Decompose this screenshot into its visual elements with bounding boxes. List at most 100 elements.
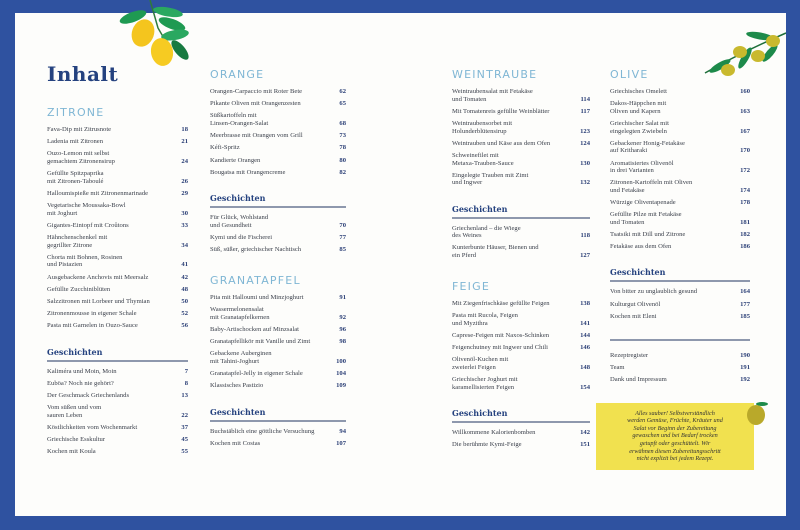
toc-entry[interactable]: Granatapfellikör mit Vanille und Zimt 98 [210,338,346,346]
entry-page-number: 117 [580,107,590,115]
toc-entry[interactable]: Köstlichkeiten vom Wochenmarkt 37 [47,424,188,432]
toc-entry[interactable]: Weintraubensalat mit Fetakäse und Tomate… [452,88,590,103]
toc-entry[interactable]: Fetakäse aus dem Ofen 186 [610,243,750,251]
toc-entry[interactable]: Schweinefilet mit Metaxa-Trauben-Sauce 13… [452,152,590,167]
toc-entry[interactable]: Olivenöl-Kuchen mit zweierlei Feigen 148 [452,356,590,371]
toc-entry[interactable]: Süßkartoffeln mit Linsen-Orangen-Salat 68 [210,112,346,127]
entry-title: Vegetarische Moussaka-Bowl mit Joghurt [47,202,126,217]
toc-entry[interactable]: Baby-Artischocken auf Minzsalat 96 [210,326,346,334]
toc-entry[interactable]: Der Geschmack Griechenlands 13 [47,392,188,400]
toc-entry[interactable]: Zitronen-Kartoffeln mit Oliven und Fetak… [610,179,750,194]
entry-page-number: 154 [580,383,590,391]
toc-column: OLIVE Griechisches Omelett 160 Dakos-Häppch… [596,68,768,470]
entry-title: Kunterbunte Häuser, Bienen und ein Pferd [452,244,539,259]
toc-entry[interactable]: Von bitter zu unglaublich gesund 164 [610,288,750,296]
toc-entry[interactable]: Vegetarische Moussaka-Bowl mit Joghurt 30 [47,202,188,217]
toc-entry[interactable]: Süß, süßer, griechischer Nachtisch 85 [210,246,346,254]
entry-title: Mit Tomatenreis gefüllte Weinblätter [452,107,550,115]
toc-entry[interactable]: Chorta mit Bohnen, Rosinen und Pistazien… [47,254,188,269]
entry-title: Pasta mit Rucola, Feigen und Myzithra [452,312,518,327]
entry-page-number: 182 [740,231,750,239]
toc-entry[interactable]: Griechenland – die Wiege des Weines 118 [452,225,590,240]
toc-entry[interactable]: Granatapfel-Jelly in eigener Schale 104 [210,370,346,378]
toc-entry[interactable]: Meerbrasse mit Orangen vom Grill 73 [210,132,346,140]
toc-entry[interactable]: Eingelegte Trauben mit Zimt und Ingwer 13… [452,172,590,187]
toc-entry[interactable]: Aromatisiertes Olivenöl in drei Variante… [610,160,750,175]
toc-entry[interactable]: Willkommene Kalorienbomben 142 [452,429,590,437]
toc-entry[interactable]: Griechischer Salat mit eingelegten Zwieb… [610,120,750,135]
toc-entry[interactable]: Gebackene Auberginen mit Tahini-Joghurt 1… [210,350,346,365]
entry-page-number: 8 [184,379,188,387]
toc-entry[interactable]: Feigenchutney mit Ingwer und Chili 146 [452,344,590,352]
toc-entry[interactable]: Weintrauben und Käse aus dem Ofen 124 [452,140,590,148]
cleaning-note-text: Alles sauber! Selbstverständlich werden … [627,409,723,463]
toc-entry[interactable]: Griechischer Joghurt mit karamellisierte… [452,376,590,391]
toc-entry[interactable]: Kochen mit Koula 55 [47,448,188,456]
olive-icon [747,401,768,425]
toc-entry[interactable]: Kaliméra und Moin, Moin 7 [47,368,188,376]
toc-entry[interactable]: Ausgebackene Anchovis mit Meersalz 42 [47,274,188,282]
toc-entry[interactable]: Kochen mit Costas 107 [210,440,346,448]
toc-entry[interactable]: Kochen mit Eleni 185 [610,313,750,321]
entry-title: Ouzo-Lemon mit selbst gemachtem Zitronen… [47,150,115,165]
toc-entry[interactable]: Vom süßen und vom sauren Leben 22 [47,404,188,419]
toc-entry[interactable]: Pita mit Halloumi und Minzjoghurt 91 [210,294,346,302]
toc-entry[interactable]: Caprese-Feigen mit Naxos-Schinken 144 [452,332,590,340]
entry-title: Klassisches Pastizio [210,382,264,390]
toc-entry[interactable]: Mit Tomatenreis gefüllte Weinblätter 117 [452,108,590,116]
toc-entry[interactable]: Gefüllte Pilze mit Fetakäse und Tomaten 1… [610,211,750,226]
toc-entry[interactable]: Die berühmte Kymi-Feige 151 [452,441,590,449]
toc-entry[interactable]: Ladenia mit Zitronen 21 [47,138,188,146]
entry-page-number: 34 [181,241,188,249]
section-heading: ZITRONE [47,106,105,119]
toc-entry[interactable]: Orangen-Carpaccio mit Roter Bete 62 [210,88,346,96]
toc-entry[interactable]: Kéfi-Spritz 78 [210,144,346,152]
toc-entry[interactable]: Mit Ziegenfrischkäse gefüllte Feigen 138 [452,300,590,308]
entry-page-number: 104 [336,370,346,378]
appendix-section: Rezeptregister 190 Team 191 Dank und Impress… [610,339,750,389]
entry-title: Buchstäblich eine göttliche Versuchung [210,427,315,435]
toc-entry[interactable]: Pikante Oliven mit Orangenzesten 65 [210,100,346,108]
toc-entry[interactable]: Pasta mit Rucola, Feigen und Myzithra 141 [452,312,590,327]
toc-entry[interactable]: Zitronenmousse in eigener Schale 52 [47,310,188,318]
toc-entry[interactable]: Wassermelonensalat mit Granatapfelkernen… [210,306,346,321]
toc-entry[interactable]: Würzige Oliventapenade 178 [610,199,750,207]
toc-entry[interactable]: Kunterbunte Häuser, Bienen und ein Pferd… [452,244,590,259]
toc-entry[interactable]: Salzzitronen mit Lorbeer und Thymian 50 [47,298,188,306]
entry-title: Tsatsiki mit Dill und Zitrone [610,231,686,239]
toc-entry[interactable]: Dank und Impressum 192 [610,376,750,384]
toc-entry[interactable]: Kymi und die Fischerei 77 [210,234,346,242]
toc-entry[interactable]: Gigantes-Eintopf mit Croûtons 33 [47,222,188,230]
entry-page-number: 138 [580,300,590,308]
toc-entry[interactable]: Fava-Dip mit Zitrusnote 18 [47,126,188,134]
toc-entry[interactable]: Euböa? Noch nie gehört? 8 [47,380,188,388]
entry-page-number: 185 [740,312,750,320]
toc-entry[interactable]: Buchstäblich eine göttliche Versuchung 94 [210,428,346,436]
toc-entry[interactable]: Klassisches Pastizio 109 [210,382,346,390]
entry-title: Granatapfellikör mit Vanille und Zimt [210,338,311,346]
toc-entry[interactable]: Rezeptregister 190 [610,352,750,360]
toc-entry[interactable]: Griechische Esskultur 45 [47,436,188,444]
toc-entry[interactable]: Gefüllte Spitzpaprika mit Zitronen-Tabou… [47,170,188,185]
toc-entry[interactable]: Kulturgut Olivenöl 177 [610,301,750,309]
entry-list: Griechisches Omelett 160 Dakos-Häppchen mi… [610,88,750,251]
toc-entry[interactable]: Halloumispieße mit Zitronenmarinade 29 [47,190,188,198]
toc-entry[interactable]: Hähnchenschenkel mit gegrillter Zitrone 3… [47,234,188,249]
toc-entry[interactable]: Tsatsiki mit Dill und Zitrone 182 [610,231,750,239]
toc-entry[interactable]: Griechisches Omelett 160 [610,88,750,96]
toc-entry[interactable]: Gebackener Honig-Fetakäse auf Kritharaki… [610,140,750,155]
toc-entry[interactable]: Bougatsa mit Orangencreme 82 [210,169,346,177]
toc-entry[interactable]: Weintraubensorbet mit Holunderblütensiru… [452,120,590,135]
toc-entry[interactable]: Team 191 [610,364,750,372]
toc-entry[interactable]: Pasta mit Garnelen in Ouzo-Sauce 56 [47,322,188,330]
entry-title: Griechische Esskultur [47,436,106,444]
entry-page-number: 77 [339,233,346,241]
entry-title: Kéfi-Spritz [210,144,240,152]
cleaning-note-box: Alles sauber! Selbstverständlich werden … [596,401,768,470]
toc-entry[interactable]: Für Glück, Wohlstand und Gesundheit 70 [210,214,346,229]
entry-title: Gigantes-Eintopf mit Croûtons [47,221,129,229]
toc-entry[interactable]: Kandierte Orangen 80 [210,157,346,165]
toc-entry[interactable]: Gefüllte Zucchiniblüten 48 [47,286,188,294]
toc-entry[interactable]: Ouzo-Lemon mit selbst gemachtem Zitronen… [47,150,188,165]
toc-entry[interactable]: Dakos-Häppchen mit Oliven und Kapern 163 [610,100,750,115]
